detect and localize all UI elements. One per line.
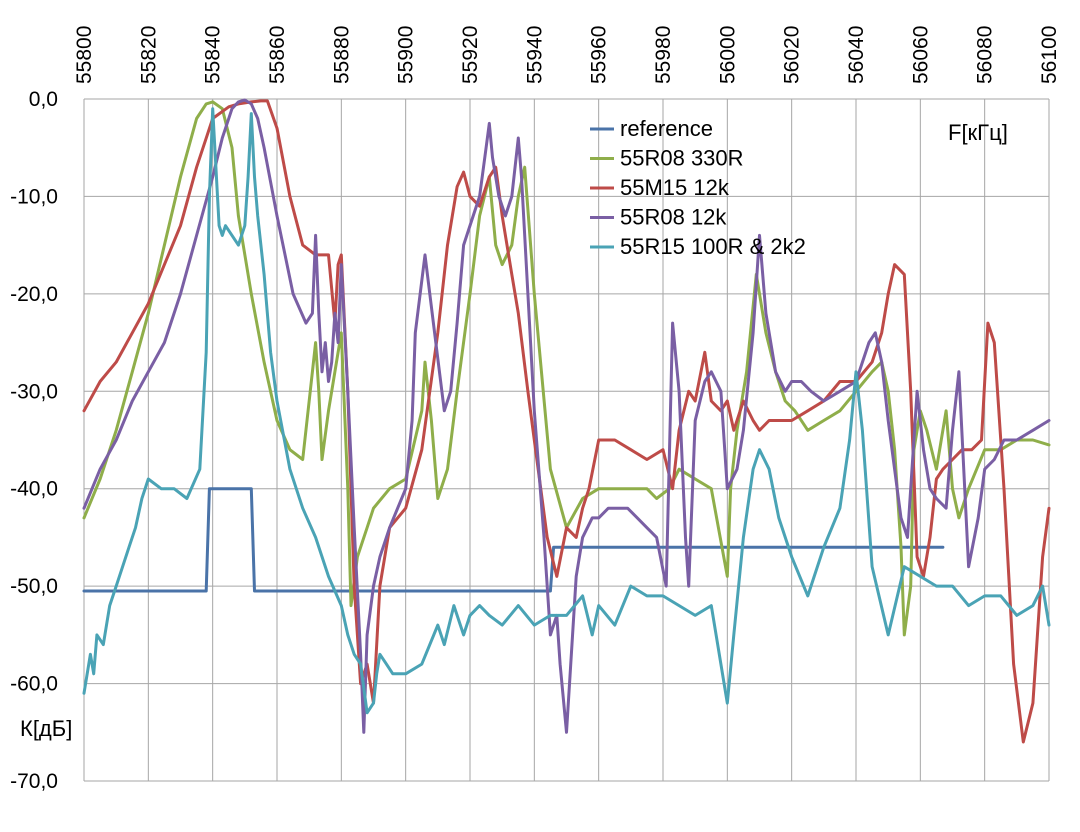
- legend-entry: 55R08 12k: [620, 205, 727, 230]
- legend-entry: 55R15 100R & 2k2: [620, 234, 806, 259]
- legend-entry: 55M15 12k: [620, 175, 730, 200]
- x-tick-label: 55980: [652, 26, 675, 84]
- y-tick-label: -30,0: [10, 380, 58, 403]
- series-lines: [82, 98, 1051, 744]
- x-tick-label: 55920: [459, 26, 482, 84]
- y-axis-label: К[дБ]: [20, 716, 72, 741]
- x-tick-label: 55880: [330, 26, 353, 84]
- x-tick-label: 55960: [588, 26, 611, 84]
- y-tick-label: -70,0: [10, 770, 58, 793]
- x-tick-label: 55840: [202, 26, 225, 84]
- x-tick-labels: 55800 55820 55840 55860 55880 55900 55920 55940…: [73, 26, 1061, 84]
- x-tick-label: 55860: [266, 26, 289, 84]
- y-tick-labels: 0,0 -10,0 -20,0 -30,0 -40,0 -50,0 -60,0 -70,0: [10, 88, 58, 793]
- x-tick-label: 55900: [395, 26, 418, 84]
- legend: reference 55R08 330R 55M15 12k 55R08 12k 55R…: [590, 116, 806, 259]
- series-line-0: [82, 487, 945, 593]
- y-tick-label: 0,0: [29, 88, 58, 111]
- x-tick-label: 56100: [1038, 26, 1061, 84]
- x-tick-label: 55820: [137, 26, 160, 84]
- x-tick-label: 56080: [974, 26, 997, 84]
- y-tick-label: -40,0: [10, 478, 58, 501]
- legend-entry: reference: [620, 116, 713, 141]
- legend-entry: 55R08 330R: [620, 146, 744, 171]
- x-tick-label: 55800: [73, 26, 96, 84]
- x-tick-label: 56060: [909, 26, 932, 84]
- y-tick-label: -20,0: [10, 283, 58, 306]
- series-line-2: [82, 99, 1051, 744]
- series-line-4: [82, 107, 1051, 715]
- x-tick-label: 55940: [523, 26, 546, 84]
- series-line-1: [82, 100, 1051, 637]
- x-tick-label: 56040: [845, 26, 868, 84]
- x-axis-label: F[кГц]: [948, 120, 1008, 145]
- x-tick-label: 56000: [716, 26, 739, 84]
- series-line-3: [82, 98, 1051, 734]
- x-tick-label: 56020: [781, 26, 804, 84]
- y-tick-label: -60,0: [10, 673, 58, 696]
- y-tick-label: -50,0: [10, 575, 58, 598]
- y-tick-label: -10,0: [10, 185, 58, 208]
